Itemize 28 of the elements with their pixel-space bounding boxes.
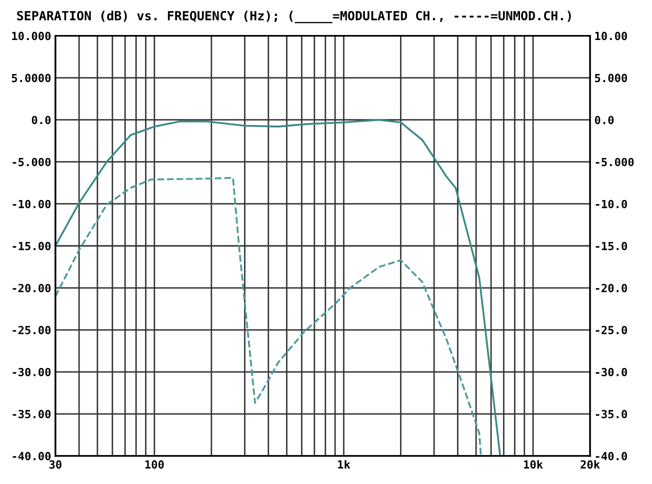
- y2-tick-label: -25.0: [596, 326, 628, 334]
- x-tick-label: 10k: [524, 460, 543, 469]
- y2-tick-label: 10.00: [595, 32, 628, 40]
- x-tick-label: 100: [145, 460, 164, 469]
- y-tick-label: -25.00: [12, 326, 51, 334]
- y2-tick-label: 0.0: [594, 116, 614, 124]
- y2-tick-label: -10.0: [596, 200, 628, 208]
- y2-tick-label: -20.0: [596, 284, 628, 292]
- y-tick-label: -5.000: [12, 158, 51, 166]
- x-tick-label: 30: [49, 460, 62, 469]
- y-tick-label: 10.000: [12, 32, 51, 40]
- y-tick-label: 5.0000: [12, 74, 51, 82]
- y-tick-label: -10.00: [12, 200, 51, 208]
- y2-tick-label: -15.0: [596, 242, 628, 250]
- y-tick-label: -20.00: [12, 284, 51, 292]
- y-tick-label: 0.0: [32, 116, 51, 124]
- y-tick-label: -40.00: [12, 452, 51, 460]
- y-tick-label: -30.00: [12, 368, 51, 376]
- y-tick-label: -35.00: [12, 410, 51, 418]
- y2-tick-label: -30.0: [596, 368, 628, 376]
- x-tick-label: 1k: [338, 460, 350, 469]
- x-tick-label: 20k: [580, 460, 600, 469]
- y2-tick-label: -5.000: [596, 158, 634, 166]
- y2-tick-label: -40.0: [596, 452, 628, 460]
- y2-tick-label: 5.000: [595, 74, 628, 82]
- y-tick-label: -15.00: [12, 242, 51, 250]
- y2-tick-label: -35.0: [596, 410, 628, 418]
- chart-title: SEPARATION (dB) vs. FREQUENCY (Hz); (_____=MODULATED CH., -----=UNMOD.CH.): [17, 10, 571, 24]
